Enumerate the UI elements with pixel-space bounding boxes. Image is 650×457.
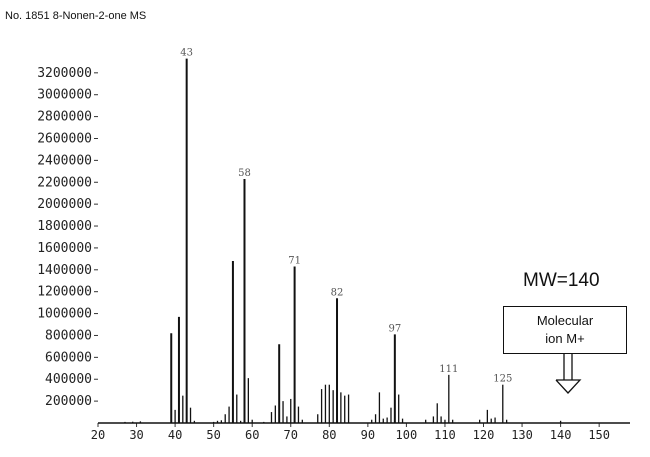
x-tick-label: 140 xyxy=(550,428,572,442)
x-tick-label: 70 xyxy=(284,428,298,442)
y-tick-label: 600000 xyxy=(45,350,92,365)
y-tick-label: 2200000 xyxy=(37,175,92,190)
y-tick-label: 1000000 xyxy=(37,307,92,322)
x-axis-ticks: 20 30 40 50 60 70 80 90 100 110 120 130 140 150 xyxy=(91,423,610,442)
x-tick-label: 20 xyxy=(91,428,105,442)
x-tick-label: 110 xyxy=(434,428,456,442)
molecular-weight-label: MW=140 xyxy=(523,270,600,291)
y-tick-label: 2800000 xyxy=(37,110,92,125)
x-tick-label: 30 xyxy=(129,428,143,442)
x-tick-label: 40 xyxy=(168,428,182,442)
peak-labels: 43 58 71 82 97 111 125 xyxy=(180,48,512,385)
chart-title: No. 1851 8-Nonen-2-one MS xyxy=(5,10,147,22)
molecular-ion-callout: Molecular ion M+ xyxy=(503,306,627,354)
x-tick-label: 150 xyxy=(588,428,610,442)
x-tick-label: 90 xyxy=(361,428,375,442)
spectrum-bars xyxy=(124,58,562,423)
peak-label: 97 xyxy=(388,323,401,334)
y-tick-label: 2000000 xyxy=(37,197,92,212)
y-tick-label: 1200000 xyxy=(37,285,92,300)
callout-line-2: ion M+ xyxy=(545,331,585,346)
peak-label: 111 xyxy=(439,364,458,375)
x-tick-label: 130 xyxy=(511,428,533,442)
x-tick-label: 50 xyxy=(206,428,220,442)
peak-label: 82 xyxy=(331,287,344,298)
y-tick-label: 400000 xyxy=(45,372,92,387)
y-tick-label: 800000 xyxy=(45,328,92,343)
x-tick-label: 120 xyxy=(473,428,495,442)
peak-label: 43 xyxy=(180,48,193,59)
x-tick-label: 80 xyxy=(322,428,336,442)
callout-line-1: Molecular xyxy=(536,313,594,328)
y-tick-label: 1800000 xyxy=(37,219,92,234)
y-axis-ticks: 200000 400000 600000 800000 1000000 1200000 14… xyxy=(37,66,98,409)
peak-label: 58 xyxy=(238,168,251,179)
x-tick-label: 100 xyxy=(396,428,418,442)
y-tick-label: 1600000 xyxy=(37,241,92,256)
callout-arrow-icon xyxy=(555,354,582,394)
peak-label: 125 xyxy=(493,374,512,385)
y-tick-label: 3000000 xyxy=(37,88,92,103)
y-tick-label: 2400000 xyxy=(37,153,92,168)
peak-label: 71 xyxy=(288,256,301,267)
y-tick-label: 200000 xyxy=(45,394,92,409)
x-tick-label: 60 xyxy=(245,428,259,442)
y-tick-label: 1400000 xyxy=(37,263,92,278)
y-tick-label: 2600000 xyxy=(37,131,92,146)
y-tick-label: 3200000 xyxy=(37,66,92,81)
